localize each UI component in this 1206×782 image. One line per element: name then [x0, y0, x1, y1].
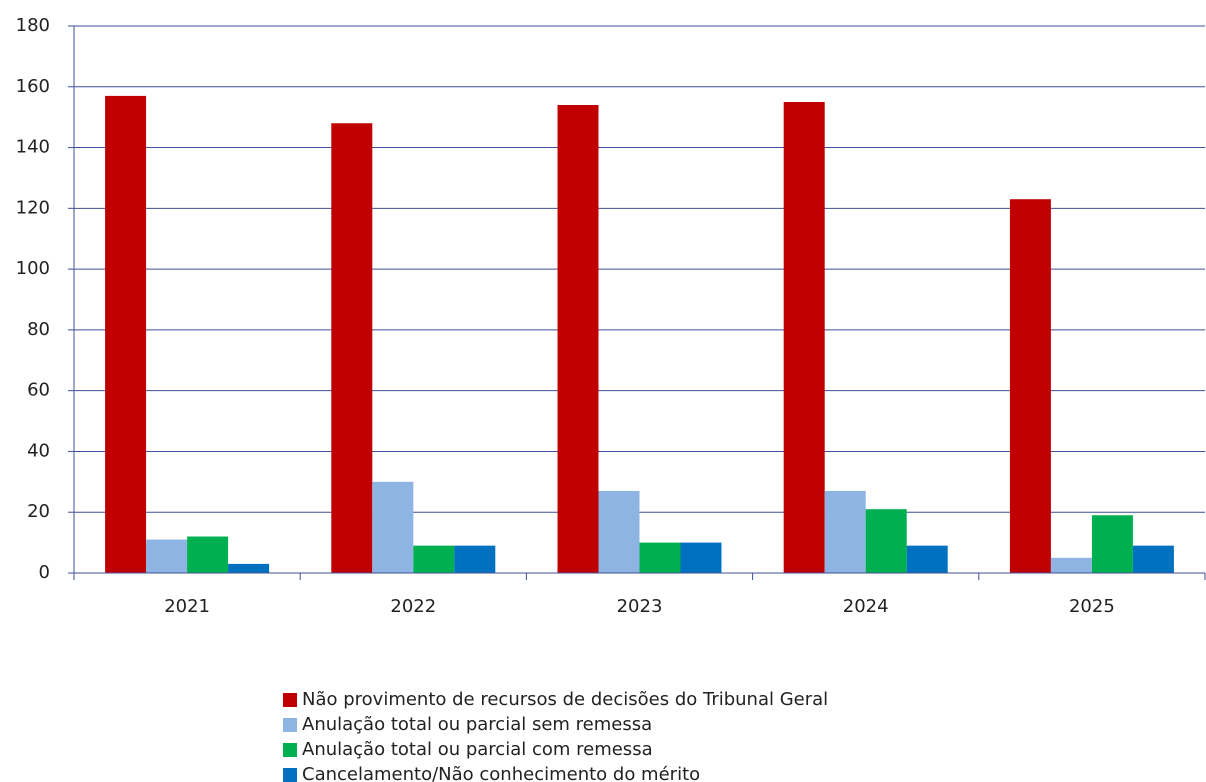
bar — [187, 536, 229, 573]
legend-label: Não provimento de recursos de decisões d… — [302, 689, 828, 710]
bar — [372, 481, 414, 573]
y-tick-label: 80 — [27, 319, 50, 340]
legend-label: Anulação total ou parcial sem remessa — [302, 714, 652, 735]
y-tick-label: 40 — [27, 440, 50, 461]
y-tick-label: 160 — [16, 76, 50, 97]
legend-swatch — [283, 693, 297, 707]
bar — [680, 542, 722, 573]
y-tick-label: 0 — [39, 562, 50, 583]
legend-label: Cancelamento/Não conhecimento do mérito — [302, 764, 700, 782]
x-tick-label: 2025 — [1069, 596, 1115, 617]
bar — [146, 539, 188, 573]
y-tick-label: 180 — [16, 15, 50, 36]
bar — [865, 509, 907, 573]
y-tick-label: 140 — [16, 137, 50, 158]
y-tick-label: 120 — [16, 197, 50, 218]
bar — [906, 545, 948, 573]
y-tick-label: 20 — [27, 501, 50, 522]
y-tick-label: 60 — [27, 380, 50, 401]
bar — [783, 101, 825, 573]
bar — [1091, 515, 1133, 573]
bar — [557, 105, 599, 573]
bar — [1132, 545, 1174, 573]
bar — [598, 490, 640, 573]
bar — [824, 490, 866, 573]
bar — [413, 545, 455, 573]
x-tick-label: 2023 — [617, 596, 663, 617]
bar — [331, 123, 373, 573]
x-tick-label: 2021 — [164, 596, 210, 617]
legend-label: Anulação total ou parcial com remessa — [302, 739, 653, 760]
bar — [454, 545, 496, 573]
bar — [1009, 199, 1051, 573]
legend-swatch — [283, 768, 297, 782]
x-tick-label: 2022 — [390, 596, 436, 617]
legend-swatch — [283, 718, 297, 732]
y-tick-label: 100 — [16, 258, 50, 279]
legend-swatch — [283, 743, 297, 757]
bar — [228, 563, 270, 573]
bar — [639, 542, 681, 573]
bar — [105, 95, 147, 574]
x-tick-label: 2024 — [843, 596, 889, 617]
bar — [1050, 557, 1092, 573]
